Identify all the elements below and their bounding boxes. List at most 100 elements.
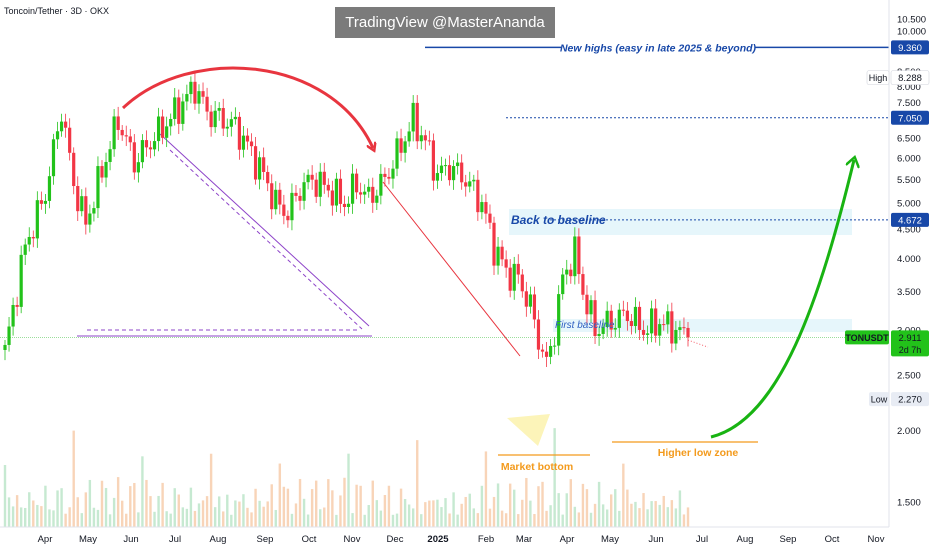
candle-body [540, 349, 545, 352]
volume-bar [517, 514, 520, 527]
level-price-badge [891, 40, 929, 55]
volume-bar [52, 510, 55, 527]
candle-body [451, 166, 456, 181]
candle-body [597, 333, 601, 337]
volume-bar [468, 493, 471, 527]
candle-body [520, 274, 524, 292]
y-tick-label: 7.500 [897, 98, 921, 109]
candle-body [213, 110, 217, 128]
volume-bar [189, 487, 193, 527]
candle-body [524, 291, 528, 307]
price-axis[interactable]: 10.50010.0009.5008.5008.0007.5006.5006.0… [845, 0, 930, 527]
volume-bars [3, 428, 690, 527]
volume-bar [177, 494, 180, 527]
volume-bar [270, 484, 273, 527]
candle-body [64, 121, 68, 128]
candle-body [512, 263, 516, 291]
candle-body [532, 294, 537, 320]
time-axis[interactable]: Apr May Jun Jul Aug Sep Oct Nov Dec 2025 Feb Mar Apr… [0, 526, 889, 545]
candle-body [148, 147, 153, 150]
volume-bar [638, 508, 641, 527]
candle-body [31, 236, 35, 239]
volume-bar [173, 488, 176, 527]
volume-bar [670, 500, 674, 527]
candle-body [528, 294, 532, 307]
candle-body [274, 189, 278, 210]
candle-body [435, 173, 440, 181]
candle-body [55, 131, 60, 140]
candle-body [480, 202, 484, 213]
higher-low-label: Higher low zone [658, 447, 739, 459]
volume-bar [658, 504, 661, 527]
candle-body [7, 326, 11, 345]
volume-bar [622, 463, 625, 527]
volume-bar [88, 479, 92, 527]
candle-body [468, 181, 472, 187]
candle-body [423, 135, 427, 141]
candle-body [51, 139, 56, 177]
baseline-zone [509, 209, 852, 235]
y-tick-label: 10.500 [897, 14, 926, 25]
watermark-banner: TradingView @MasterAnanda [335, 7, 555, 38]
y-tick-label: 10.000 [897, 27, 926, 38]
candle-body [241, 135, 246, 150]
candle-body [605, 310, 609, 327]
volume-bar [634, 501, 637, 527]
candle-body [185, 94, 189, 102]
x-tick-label: Sep [780, 534, 797, 545]
candle-body [59, 121, 64, 132]
volume-bar [492, 496, 496, 527]
candle-body [23, 244, 27, 255]
candle-body [96, 166, 100, 209]
candle-body [132, 142, 136, 173]
y-tick-label: 3.500 [897, 287, 921, 298]
volume-bar [630, 503, 633, 527]
volume-bar [80, 513, 83, 527]
volume-bar [367, 505, 370, 527]
volume-bar [549, 505, 552, 527]
volume-bar [226, 494, 229, 527]
volume-bar [217, 496, 221, 527]
candle-body [177, 97, 181, 124]
volume-bar [359, 485, 362, 527]
x-tick-label: May [79, 534, 97, 545]
volume-bar [262, 506, 265, 527]
volume-bar [209, 453, 213, 527]
candle-body [201, 91, 205, 97]
volume-bar [282, 486, 286, 527]
volume-bar [11, 506, 15, 527]
candle-body [629, 321, 634, 327]
volume-bar [614, 489, 617, 527]
projection-dots [687, 339, 709, 348]
candle-body [456, 162, 460, 167]
volume-bar [464, 496, 467, 527]
candle-body [544, 351, 549, 357]
volume-bar [3, 465, 7, 527]
candle-body [189, 81, 193, 95]
volume-bar [403, 499, 407, 527]
back-to-baseline-label: Back to baseline [511, 213, 606, 227]
candle-body [617, 309, 621, 328]
x-tick-label: Feb [478, 534, 494, 545]
red-curved-arrow [121, 66, 373, 148]
volume-bar [541, 481, 544, 527]
candle-body [318, 171, 322, 197]
candle-body [573, 236, 577, 277]
volume-bar [104, 487, 108, 527]
candle-body [258, 157, 262, 180]
symbol-title[interactable]: Toncoin/Tether · 3D · OKX [4, 6, 110, 16]
candle-body [670, 311, 674, 344]
candle-body [359, 192, 363, 195]
candle-body [415, 102, 419, 142]
volume-bar [165, 511, 168, 527]
volume-bar [484, 451, 488, 527]
volume-bar [185, 508, 189, 527]
candle-body [144, 140, 149, 148]
y-tick-label: 8.000 [897, 82, 921, 93]
volume-bar [646, 509, 649, 527]
x-tick-label: Apr [560, 534, 575, 545]
volume-bar [213, 507, 217, 527]
volume-bar [169, 513, 172, 527]
candle-body [621, 309, 625, 311]
